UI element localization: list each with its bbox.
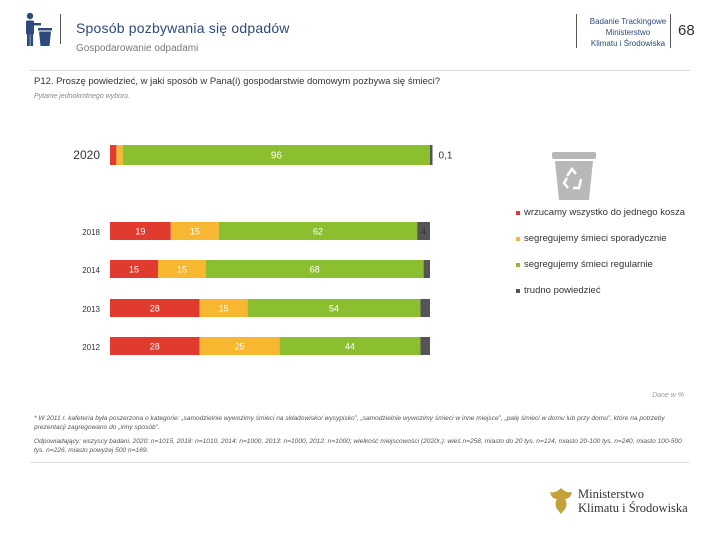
data-label: 15 [219,304,229,314]
data-label: 15 [190,227,200,237]
legend-label: segregujemy śmieci regularnie [524,259,653,270]
page-number: 68 [678,22,695,39]
bar-segment [199,337,280,355]
bar-segment [199,299,248,317]
bar-segment [423,260,430,278]
footnote: * W 2011 r. kafeteria była poszerzona o … [34,415,665,431]
legend-label: wrzucamy wszystko do jednego kosza [524,207,686,218]
question-text: P12. Proszę powiedzieć, w jaki sposób w … [34,76,441,87]
data-label: 44 [345,342,355,352]
ministry-logo: Ministerstwo Klimatu i Środowiska [548,486,708,520]
page-title: Sposób pozbywania się odpadów [76,20,290,36]
bar-segment [158,260,206,278]
page-subtitle: Gospodarowanie odpadami [76,43,199,54]
legend-item: wrzucamy wszystko do jednego kosza [490,206,690,232]
category-label: 2012 [82,343,100,352]
data-label: 54 [329,304,339,314]
data-label: 25 [235,342,245,352]
recycling-bin-icon [552,152,596,200]
bar-segment [420,337,430,355]
question-note: Pytanie jednokrotnego wyboru. [34,93,131,100]
legend-item: segregujemy śmieci sporadycznie [490,232,690,258]
legend-label: trudno powiedzieć [524,285,601,296]
legend-label: segregujemy śmieci sporadycznie [524,233,667,244]
bar-segment [170,222,219,240]
legend-swatch [516,289,520,293]
category-label: 2013 [82,305,100,314]
bar-segment [110,337,200,355]
legend-swatch [516,237,520,241]
polish-eagle-emblem-icon [550,488,572,514]
bar-segment [218,222,418,240]
data-label: 68 [310,265,320,275]
legend-swatch [516,211,520,215]
bar-segment [110,299,200,317]
data-label: 96 [271,151,283,162]
header-divider [30,70,690,71]
data-label: 4 [421,227,426,237]
bar-segment [247,299,421,317]
bar-segment [279,337,421,355]
legend-swatch [516,263,520,267]
data-label: 0,1 [439,151,453,162]
legend-item: trudno powiedzieć [490,284,690,310]
footer-divider [30,462,690,463]
chart-legend: wrzucamy wszystko do jednego kosza segre… [490,206,690,310]
data-unit-note: Dane w % [652,392,684,399]
bar-segment [110,222,171,240]
study-label: Badanie Trackingowe Ministerstwo Klimatu… [589,17,667,48]
respondents-note: Odpowiadający: wszyscy badani, 2020: n=1… [34,438,682,454]
data-label: 28 [150,304,160,314]
data-label: 28 [150,342,160,352]
legend-item: segregujemy śmieci regularnie [490,258,690,284]
stacked-bar-chart: 20202960,1201819156242014151568201328155… [73,145,453,355]
data-label: 62 [313,227,323,237]
category-label: 2020 [73,148,100,162]
data-label: 19 [135,227,145,237]
data-label: 15 [129,265,139,275]
bar-segment [420,299,430,317]
bar-segment [122,145,431,165]
bar-segment [430,145,433,165]
bar-segment [206,260,424,278]
data-label: 15 [177,265,187,275]
category-label: 2018 [82,228,100,237]
bar-segment [110,145,117,165]
bar-segment [110,260,158,278]
ministry-name-line2: Klimatu i Środowiska [578,501,688,515]
bar-segment [417,222,430,240]
person-recycling-bin-icon [26,12,52,46]
ministry-name-line1: Ministerstwo [578,487,644,501]
bar-segment [116,145,123,165]
category-label: 2014 [82,266,100,275]
